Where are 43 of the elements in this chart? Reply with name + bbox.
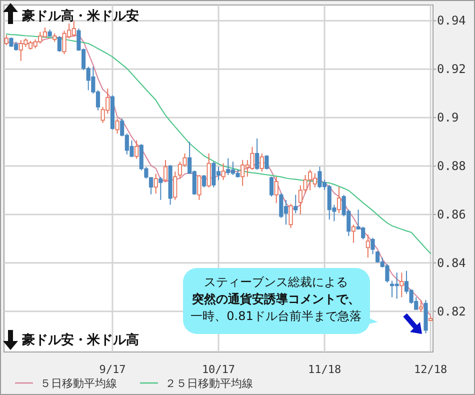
candlestick — [163, 159, 168, 182]
x-tick-label: 11/18 — [308, 363, 342, 376]
legend-label: ５日移動平均線 — [40, 377, 117, 390]
candlestick — [294, 194, 298, 214]
candlestick — [202, 174, 206, 188]
candlestick — [260, 152, 264, 172]
candlestick — [288, 203, 293, 229]
candlestick — [298, 184, 302, 215]
candlestick — [269, 176, 274, 198]
candlestick — [206, 152, 211, 188]
candlestick — [418, 300, 423, 313]
annotation: 一時、0.81ドル台前半まで急落 — [190, 309, 362, 323]
y-tick-label: 0.84 — [437, 256, 466, 270]
candlestick — [336, 186, 342, 214]
y-tick-label: 0.88 — [437, 159, 466, 174]
candlestick — [221, 162, 226, 181]
y-tick-label: 0.94 — [437, 14, 466, 28]
candlestick — [264, 154, 269, 170]
candlestick — [366, 234, 370, 258]
candlestick — [197, 174, 202, 200]
candlestick — [274, 176, 278, 204]
annotation: 豪ドル高・米ドル安 — [21, 8, 139, 24]
candlestick — [57, 35, 62, 52]
x-tick-label: 12/18 — [414, 363, 448, 376]
candlestick — [115, 118, 120, 134]
y-tick-label: 0.92 — [437, 62, 466, 76]
annotation: 突然の通貨安誘導コメントで、 — [191, 292, 360, 306]
x-tick-label: 9/17 — [99, 363, 126, 376]
candlestick — [255, 138, 260, 170]
candlestick — [134, 140, 139, 160]
candlestick — [158, 176, 163, 200]
candlestick — [400, 272, 404, 298]
annotation: 豪ドル安・米ドル高 — [21, 332, 139, 348]
candlestick — [154, 173, 158, 194]
x-tick-label: 10/17 — [202, 363, 236, 376]
y-tick-label: 0.82 — [437, 304, 466, 318]
y-tick-label: 0.86 — [437, 207, 466, 222]
candlestick — [370, 237, 375, 255]
candlestick — [351, 224, 356, 244]
y-tick-label: 0.9 — [437, 110, 459, 125]
candlestick — [173, 171, 178, 200]
annotation: スティーブンス総裁による — [204, 275, 348, 289]
legend-label: ２５日移動平均線 — [165, 377, 253, 390]
